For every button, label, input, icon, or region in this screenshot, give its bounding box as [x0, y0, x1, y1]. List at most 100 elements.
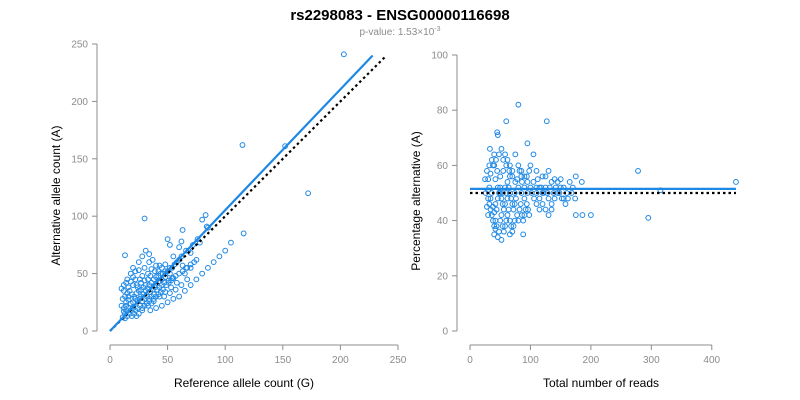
- right-data-point: [526, 212, 533, 218]
- left-data-point: [150, 298, 157, 305]
- left-data-point: [135, 267, 142, 274]
- left-data-point: [138, 286, 145, 293]
- right-x-tick-label: 400: [703, 355, 720, 366]
- left-data-point: [125, 293, 132, 300]
- right-data-point: [516, 168, 523, 174]
- right-data-point: [490, 162, 496, 169]
- left-data-point: [178, 238, 185, 245]
- left-y-tick-label: 100: [71, 212, 88, 223]
- left-x-tick-label: 0: [107, 355, 113, 366]
- right-data-point: [517, 201, 524, 207]
- right-data-point: [548, 179, 555, 185]
- left-data-point: [161, 293, 168, 300]
- right-data-point: [558, 195, 565, 202]
- right-y-tick-label: 80: [437, 106, 449, 117]
- right-data-point: [484, 203, 490, 210]
- right-data-point: [488, 156, 495, 163]
- right-data-point: [544, 190, 551, 196]
- right-data-point: [514, 212, 521, 218]
- left-data-point: [147, 307, 154, 314]
- right-data-point: [497, 173, 504, 180]
- right-data-point: [494, 168, 501, 174]
- right-data-point: [545, 168, 552, 174]
- left-data-point: [340, 51, 347, 58]
- right-data-point: [502, 201, 508, 207]
- right-data-point: [484, 168, 490, 174]
- right-data-point: [502, 151, 508, 158]
- right-data-point: [534, 176, 541, 183]
- left-x-tick-label: 250: [390, 355, 407, 366]
- right-y-tick-label: 60: [437, 161, 449, 172]
- right-data-point: [519, 212, 525, 218]
- right-data-point: [491, 231, 498, 238]
- left-data-point: [194, 236, 201, 243]
- left-y-tick-label: 0: [82, 327, 88, 338]
- left-data-point: [152, 268, 158, 275]
- right-x-tick-label: 200: [583, 355, 600, 366]
- right-data-point: [518, 168, 525, 174]
- right-data-point: [500, 206, 507, 213]
- left-data-point: [167, 290, 173, 297]
- right-data-point: [491, 223, 498, 230]
- left-data-point: [158, 302, 165, 309]
- right-data-point: [508, 223, 515, 230]
- left-data-point: [193, 256, 200, 263]
- left-data-point: [205, 224, 211, 231]
- left-data-point: [164, 299, 171, 306]
- left-y-tick-label: 50: [77, 269, 89, 280]
- left-data-point: [187, 264, 194, 271]
- right-data-point: [565, 195, 571, 202]
- right-data-point: [545, 212, 552, 218]
- left-data-point: [153, 262, 159, 269]
- right-data-point: [578, 179, 585, 185]
- left-scatter-panel: 0 50 100 150 200 250 0 50 100 150 200 250 Reference …: [49, 40, 407, 391]
- right-data-point: [531, 195, 537, 202]
- right-data-point: [572, 173, 579, 180]
- right-data-point: [560, 195, 567, 202]
- right-data-point: [494, 129, 501, 136]
- right-data-point: [506, 173, 513, 180]
- right-data-point: [551, 195, 558, 202]
- right-data-point: [510, 206, 517, 213]
- left-data-point: [240, 230, 247, 237]
- right-data-point: [500, 156, 507, 163]
- right-data-point: [530, 151, 537, 158]
- right-data-point: [505, 206, 512, 213]
- right-data-point: [504, 179, 511, 185]
- right-data-point: [519, 179, 525, 185]
- right-data-point: [520, 217, 527, 224]
- right-data-point: [548, 206, 555, 213]
- left-data-point: [183, 247, 189, 254]
- right-data-point: [503, 118, 510, 125]
- right-data-point: [645, 214, 652, 221]
- left-data-point: [179, 262, 186, 269]
- left-data-point: [150, 295, 157, 302]
- right-data-point: [498, 212, 505, 218]
- left-data-point: [127, 278, 134, 285]
- left-data-point: [146, 259, 153, 266]
- right-data-point: [523, 201, 530, 207]
- left-data-point: [146, 282, 153, 288]
- right-data-point: [494, 234, 501, 241]
- right-data-point: [500, 228, 507, 235]
- left-data-point: [164, 236, 171, 243]
- left-data-point: [145, 302, 151, 309]
- left-data-point: [123, 302, 130, 309]
- left-data-point: [142, 282, 149, 288]
- right-data-point: [509, 201, 516, 207]
- right-data-point: [548, 201, 555, 207]
- right-x-tick-label: 0: [467, 355, 473, 366]
- right-data-point: [510, 223, 517, 230]
- left-data-point: [142, 247, 149, 254]
- left-data-point: [130, 264, 136, 271]
- right-y-tick-label: 0: [442, 327, 448, 338]
- left-data-point: [155, 272, 162, 279]
- right-data-point: [504, 212, 511, 218]
- left-data-point: [156, 262, 163, 269]
- left-x-tick-label: 50: [162, 355, 174, 366]
- left-y-axis-label: Alternative allele count (A): [49, 125, 63, 265]
- right-data-point: [566, 179, 573, 185]
- chart-subtitle: p-value: 1.53×10-3: [359, 26, 440, 38]
- left-data-point: [181, 270, 188, 277]
